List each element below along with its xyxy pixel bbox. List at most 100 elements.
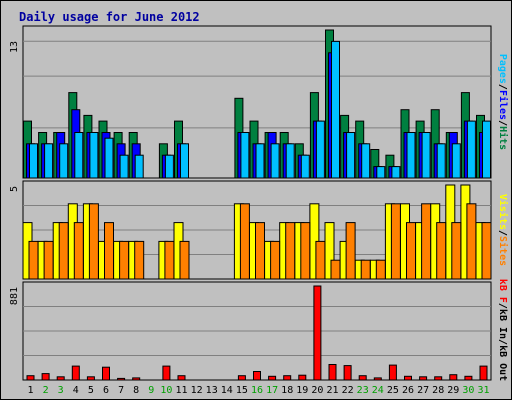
legend-entry: Pages	[497, 54, 508, 84]
legend-entry: Visits	[497, 194, 509, 230]
bar-sites-day-28	[436, 222, 447, 280]
bar-kb-f-day-21	[328, 364, 337, 381]
bar-pages-day-15	[240, 132, 250, 179]
bar-kb-f-day-16	[253, 371, 261, 381]
x-tick-label-day-18: 18	[281, 385, 293, 396]
bar-sites-day-21	[330, 259, 341, 280]
x-tick-label-day-6: 6	[103, 385, 109, 396]
legend-visits: Visits/Sites	[497, 194, 509, 266]
x-tick-label-day-21: 21	[326, 385, 338, 396]
bar-kb-f-day-19	[298, 374, 307, 381]
legend-entry: kB In	[497, 309, 508, 339]
bar-kb-f-day-10	[162, 365, 171, 381]
bar-sites-day-20	[315, 240, 326, 280]
bar-pages-day-2	[44, 143, 54, 179]
x-tick-label-day-5: 5	[88, 385, 94, 396]
legend-entry: /	[497, 303, 508, 309]
bar-kb-f-day-25	[388, 364, 397, 381]
legend-entry: Hits	[497, 126, 509, 150]
bar-sites-day-8	[134, 240, 145, 280]
x-tick-label-day-22: 22	[342, 385, 354, 396]
bar-pages-day-1	[29, 143, 38, 179]
y-max-label-visits: 5	[9, 186, 20, 192]
bar-pages-day-26	[406, 132, 416, 179]
bar-sites-day-23	[360, 259, 371, 280]
bar-kb-f-day-23	[358, 375, 367, 381]
bar-sites-day-25	[390, 203, 401, 280]
bar-pages-day-11	[180, 143, 189, 179]
legend-entry: Files	[497, 90, 509, 120]
x-tick-label-day-28: 28	[432, 385, 444, 396]
bar-pages-day-5	[89, 132, 99, 179]
bar-pages-day-23	[361, 143, 371, 179]
x-tick-label-day-9: 9	[148, 385, 154, 396]
bar-sites-day-22	[345, 222, 356, 280]
bar-kb-f-day-2	[41, 373, 50, 381]
bar-kb-f-day-15	[237, 375, 246, 381]
bar-pages-day-3	[59, 143, 69, 179]
legend-entry: /	[497, 339, 508, 345]
bar-pages-day-16	[255, 143, 265, 179]
bar-pages-day-22	[346, 132, 356, 179]
bar-pages-day-31	[482, 120, 491, 179]
legend-entry: kB F	[497, 279, 508, 303]
bar-pages-day-10	[164, 154, 174, 179]
x-tick-label-day-11: 11	[175, 385, 187, 396]
legend-hits: Pages/Files/Hits	[497, 54, 509, 150]
bar-kb-f-day-22	[343, 365, 352, 381]
legend-entry: /	[497, 230, 508, 236]
x-tick-label-day-16: 16	[251, 385, 263, 396]
legend-entry: Sites	[497, 236, 509, 266]
bar-sites-day-16	[255, 222, 265, 280]
legend-entry: /	[497, 84, 508, 90]
bar-kb-f-day-20	[313, 285, 322, 381]
x-tick-label-day-30: 30	[462, 385, 474, 396]
bar-sites-day-17	[270, 240, 281, 280]
bar-sites-day-6	[104, 222, 114, 280]
bar-kb-f-day-8	[132, 377, 141, 381]
x-tick-label-day-15: 15	[236, 385, 248, 396]
bar-pages-day-21	[331, 40, 340, 179]
x-tick-label-day-2: 2	[43, 385, 49, 396]
x-tick-label-day-14: 14	[221, 385, 233, 396]
bar-kb-f-day-31	[479, 365, 488, 381]
bar-sites-day-31	[481, 222, 492, 280]
bar-pages-day-20	[315, 120, 325, 179]
bar-pages-day-18	[285, 143, 295, 179]
x-tick-label-day-29: 29	[447, 385, 459, 396]
bar-sites-day-29	[451, 222, 462, 280]
bar-kb-f-day-11	[177, 375, 186, 381]
bar-kb-f-day-26	[404, 375, 412, 381]
x-tick-label-day-8: 8	[133, 385, 139, 396]
bar-pages-day-27	[421, 132, 431, 179]
bar-kb-f-day-27	[419, 376, 428, 381]
x-tick-label-day-3: 3	[58, 385, 64, 396]
bar-sites-day-19	[300, 222, 311, 280]
bar-sites-day-15	[239, 203, 250, 280]
x-tick-label-day-31: 31	[477, 385, 489, 396]
bar-sites-day-18	[285, 222, 296, 280]
bar-kb-f-day-18	[283, 375, 292, 381]
x-tick-label-day-10: 10	[160, 385, 172, 396]
bar-kb-f-day-5	[86, 376, 95, 381]
bar-kb-f-day-7	[117, 377, 126, 381]
x-tick-label-day-25: 25	[387, 385, 399, 396]
bar-pages-day-25	[391, 166, 401, 179]
x-tick-label-day-19: 19	[296, 385, 308, 396]
x-tick-label-day-26: 26	[402, 385, 414, 396]
bar-kb-f-day-28	[434, 376, 443, 381]
bar-pages-day-4	[74, 132, 84, 179]
bar-sites-day-3	[58, 222, 69, 280]
bar-kb-f-day-29	[449, 374, 458, 381]
bar-pages-day-7	[119, 154, 129, 179]
bar-sites-day-26	[406, 222, 416, 280]
x-tick-label-day-17: 17	[266, 385, 278, 396]
bar-pages-day-29	[451, 143, 461, 179]
x-tick-label-day-1: 1	[27, 385, 33, 396]
bar-kb-f-day-30	[464, 375, 473, 381]
bar-pages-day-6	[104, 137, 114, 179]
x-tick-label-day-27: 27	[417, 385, 429, 396]
bar-pages-day-8	[134, 154, 144, 179]
